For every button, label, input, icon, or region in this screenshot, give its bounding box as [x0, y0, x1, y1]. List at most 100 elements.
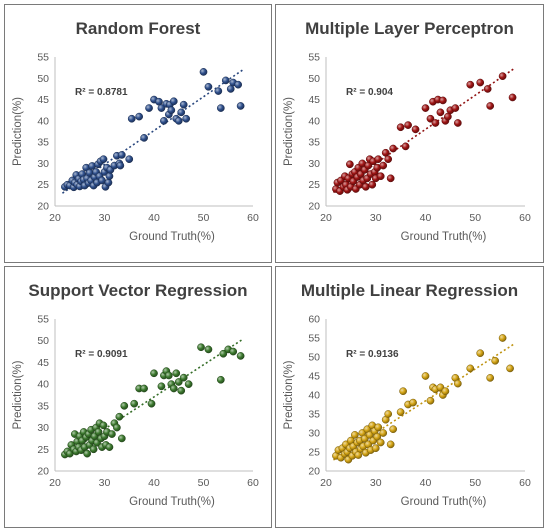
- y-axis-label: Prediction(%): [12, 360, 24, 429]
- x-tick-label: 50: [469, 477, 481, 489]
- data-point: [483, 85, 492, 93]
- data-point: [116, 161, 125, 170]
- y-tick-label: 45: [37, 357, 49, 369]
- r-squared-label: R² = 0.904: [346, 87, 393, 98]
- data-point: [389, 425, 398, 434]
- data-point: [197, 343, 205, 352]
- data-point: [386, 440, 395, 449]
- x-tick-label: 20: [320, 477, 332, 489]
- x-tick-label: 60: [247, 212, 259, 224]
- data-point: [120, 402, 129, 410]
- data-point: [498, 72, 507, 81]
- data-point: [130, 399, 139, 408]
- data-point: [147, 399, 156, 408]
- chart-panel-multiple-linear-regression: Multiple Linear Regression 20 30 40 50 60 20 25…: [275, 266, 544, 528]
- data-point: [486, 374, 495, 382]
- x-axis-label: Ground Truth(%): [129, 231, 215, 243]
- data-point: [184, 380, 193, 388]
- data-point: [145, 104, 153, 112]
- y-tick-label: 35: [37, 400, 49, 412]
- y-tick-label: 45: [308, 94, 320, 106]
- data-point: [444, 112, 452, 121]
- x-tick-label: 50: [469, 212, 481, 224]
- data-point: [105, 172, 114, 181]
- data-point: [466, 80, 475, 89]
- y-tick-label: 40: [308, 390, 320, 402]
- x-axis-label: Ground Truth(%): [129, 496, 215, 508]
- data-point: [404, 121, 412, 129]
- data-point: [135, 112, 143, 121]
- data-point: [453, 379, 462, 388]
- data-point: [384, 410, 393, 418]
- data-point: [108, 430, 116, 438]
- x-axis-label: Ground Truth(%): [401, 496, 487, 508]
- y-tick-label: 35: [308, 137, 320, 149]
- y-tick-label: 20: [308, 201, 320, 213]
- data-point: [219, 349, 228, 358]
- data-point: [157, 382, 166, 391]
- data-point: [439, 96, 447, 105]
- data-point: [229, 347, 238, 356]
- x-tick-label: 50: [198, 477, 210, 489]
- data-point: [234, 80, 242, 89]
- data-point: [99, 421, 108, 430]
- x-tick-label: 40: [420, 212, 432, 224]
- y-tick-label: 50: [308, 352, 320, 364]
- data-point: [174, 117, 183, 125]
- x-tick-label: 20: [49, 212, 61, 224]
- data-point: [346, 160, 354, 169]
- x-tick-label: 20: [320, 212, 332, 224]
- y-tick-label: 30: [308, 158, 320, 170]
- data-point: [150, 369, 158, 378]
- y-axis-label: Prediction(%): [283, 97, 295, 166]
- x-tick-label: 30: [99, 212, 111, 224]
- data-point: [98, 176, 106, 185]
- y-tick-label: 50: [37, 73, 49, 85]
- y-tick-label: 50: [308, 73, 320, 85]
- chart-panel-multiple-layer-perceptron: Multiple Layer Perceptron 20 30 40 50 60 20 25 3…: [275, 4, 544, 263]
- y-tick-label: 40: [308, 115, 320, 127]
- data-point: [409, 398, 417, 407]
- data-point: [426, 114, 435, 123]
- data-point: [376, 172, 385, 181]
- data-point: [376, 438, 385, 447]
- data-point: [204, 345, 213, 354]
- data-point: [476, 78, 485, 87]
- r-squared-label: R² = 0.9136: [346, 349, 399, 360]
- chart-title: Multiple Layer Perceptron: [305, 19, 514, 38]
- y-axis-label: Prediction(%): [12, 97, 24, 166]
- x-tick-label: 60: [247, 477, 259, 489]
- data-point: [436, 108, 445, 117]
- data-point: [426, 396, 435, 405]
- data-point: [214, 87, 223, 95]
- y-axis-label: Prediction(%): [283, 360, 295, 429]
- data-point: [396, 408, 405, 416]
- y-tick-label: 25: [37, 179, 49, 191]
- data-point: [508, 93, 517, 102]
- data-point: [379, 429, 388, 437]
- data-point: [506, 364, 514, 373]
- data-point: [368, 180, 377, 189]
- x-tick-label: 60: [519, 212, 531, 224]
- x-tick-label: 40: [148, 212, 160, 224]
- data-point: [177, 108, 186, 117]
- data-point: [83, 449, 92, 458]
- data-point: [236, 352, 245, 360]
- data-point: [115, 412, 124, 421]
- chart-title: Multiple Linear Regression: [301, 281, 518, 300]
- data-point: [204, 82, 213, 91]
- chart-panel-random-forest: Random Forest 20 30 40 50 60 20 25 30 35 40 45 50 55 G…: [4, 4, 272, 263]
- scatter-chart-svg: Multiple Layer Perceptron 20 30 40 50 60 20 25 3…: [283, 19, 531, 243]
- data-point: [401, 142, 410, 151]
- data-point: [431, 119, 440, 127]
- y-tick-label: 55: [308, 333, 320, 345]
- data-point: [177, 386, 186, 395]
- x-tick-label: 30: [99, 477, 111, 489]
- data-point: [399, 387, 407, 396]
- y-tick-label: 20: [37, 466, 49, 478]
- y-tick-label: 20: [37, 201, 49, 213]
- data-point: [165, 371, 173, 380]
- x-tick-label: 40: [420, 477, 432, 489]
- x-tick-label: 30: [370, 212, 382, 224]
- data-point: [466, 364, 475, 373]
